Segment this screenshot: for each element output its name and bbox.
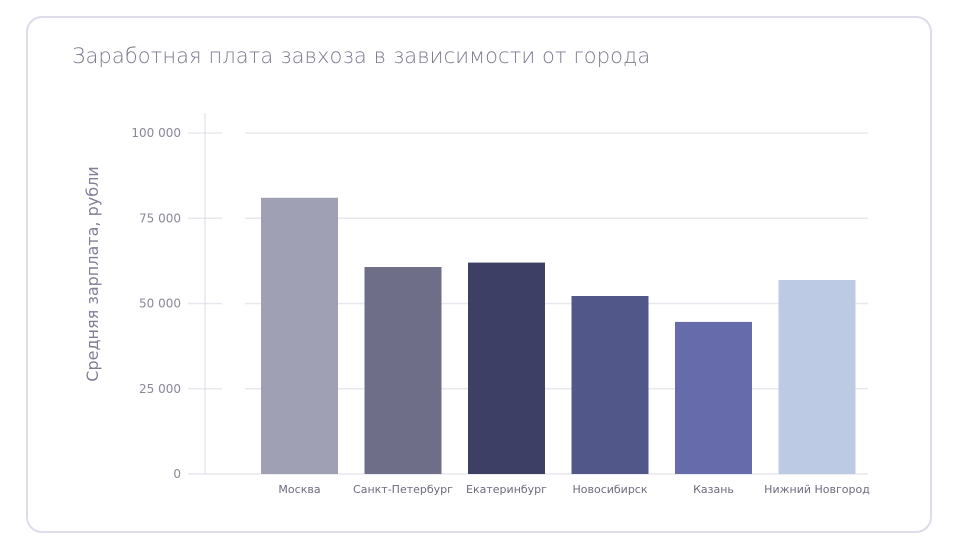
y-tick-label: 50 000 xyxy=(139,297,181,311)
bar-5 xyxy=(778,279,856,474)
x-tick-label: Новосибирск xyxy=(572,483,647,496)
x-tick-label: Казань xyxy=(693,483,734,496)
y-tick-label: 0 xyxy=(173,467,181,481)
x-tick-label: Нижний Новгород xyxy=(764,483,870,496)
y-tick-label: 25 000 xyxy=(139,382,181,396)
bar-3 xyxy=(571,295,649,474)
x-tick-label: Санкт-Петербург xyxy=(353,483,453,496)
bar-2 xyxy=(468,262,545,474)
y-tick-label: 100 000 xyxy=(131,126,181,140)
bar-0 xyxy=(261,197,338,475)
bar-4 xyxy=(675,321,752,474)
chart-title: Заработная плата завхоза в зависимости о… xyxy=(72,44,651,68)
chart-card xyxy=(26,16,932,533)
y-tick-label: 75 000 xyxy=(139,211,181,225)
x-tick-label: Москва xyxy=(278,483,320,496)
y-axis-label: Средняя зарплата, рубли xyxy=(83,166,102,381)
bar-1 xyxy=(364,267,442,474)
x-tick-label: Екатеринбург xyxy=(466,483,547,496)
